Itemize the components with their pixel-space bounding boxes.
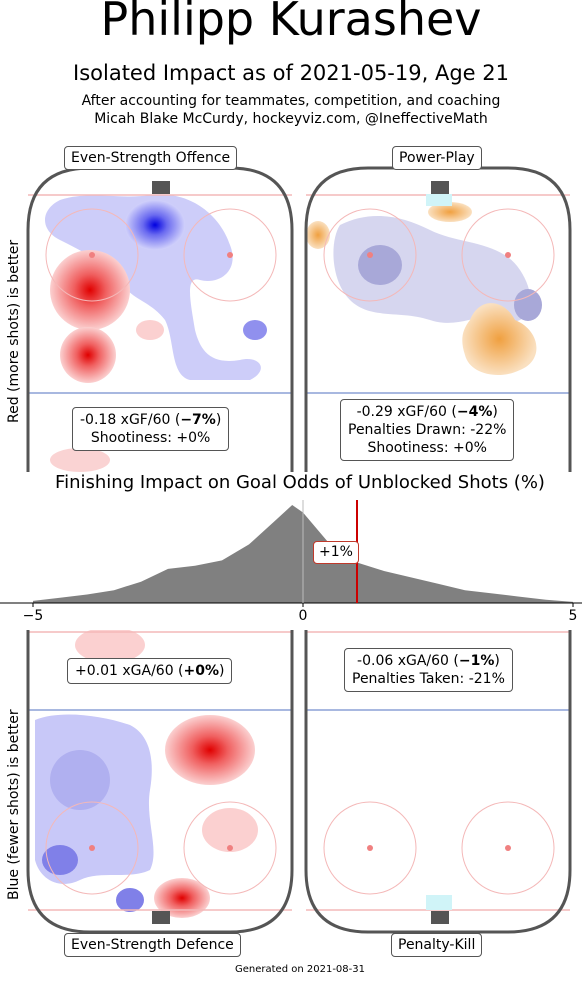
stats-box-es-offence: -0.18 xGF/60 (−7%) Shootiness: +0% [72, 407, 230, 451]
page-subtitle: Isolated Impact as of 2021-05-19, Age 21 [73, 61, 509, 85]
stats-box-es-defence: +0.01 xGA/60 (+0%) [67, 658, 233, 684]
methodology-note: After accounting for teammates, competit… [81, 93, 501, 109]
stats-box-power-play: -0.29 xGF/60 (−4%) Penalties Drawn: -22%… [340, 399, 515, 461]
stats-box-penalty-kill: -0.06 xGA/60 (−1%) Penalties Taken: -21% [344, 648, 513, 692]
y-axis-label-bottom: Blue (fewer shots) is better [6, 709, 22, 900]
panel-label-es-defence: Even-Strength Defence [64, 933, 241, 957]
panel-label-penalty-kill: Penalty-Kill [391, 933, 483, 957]
panel-label-es-offence: Even-Strength Offence [64, 146, 238, 170]
chart-title: Finishing Impact on Goal Odds of Unblock… [55, 472, 545, 493]
finishing-impact-density-chart [0, 500, 582, 607]
x-tick-label: −5 [22, 608, 44, 624]
author-credit: Micah Blake McCurdy, hockeyviz.com, @Ine… [94, 111, 488, 127]
impact-marker-label: +1% [313, 541, 359, 564]
x-tick-label: 5 [568, 608, 578, 624]
y-axis-label-top: Red (more shots) is better [6, 239, 22, 423]
panel-label-power-play: Power-Play [392, 146, 482, 170]
x-tick-label: 0 [298, 608, 308, 624]
rink-markings [28, 181, 570, 924]
page-title: Philipp Kurashev [100, 0, 482, 46]
generated-date: Generated on 2021-08-31 [235, 964, 365, 975]
